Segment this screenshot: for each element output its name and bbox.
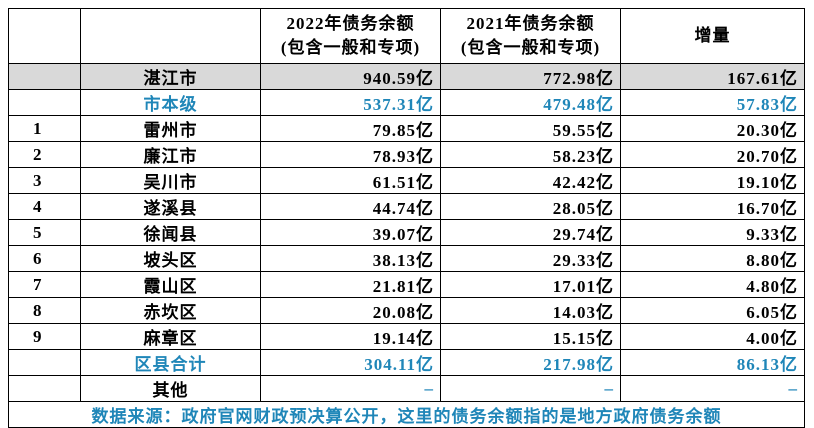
table-row: 8 赤坎区 20.08亿 14.03亿 6.05亿: [8, 297, 805, 324]
value-cell: 8.80亿: [620, 245, 805, 272]
value-cell: 20.70亿: [620, 141, 805, 168]
value-cell: 29.33亿: [440, 245, 621, 272]
header-cell: 2022年债务余额 (包含一般和专项): [260, 8, 441, 64]
row-index: [8, 349, 81, 376]
header-empty: [80, 8, 261, 64]
value-cell: 940.59亿: [260, 63, 441, 90]
value-cell: 61.51亿: [260, 167, 441, 194]
row-index: 2: [8, 141, 81, 168]
row-name: 坡头区: [80, 245, 261, 272]
table-body: 湛江市 940.59亿 772.98亿 167.61亿 市本级 537.31亿 479.48…: [8, 63, 805, 428]
row-name: 霞山区: [80, 271, 261, 298]
row-name: 廉江市: [80, 141, 261, 168]
header-line: (包含一般和专项): [280, 38, 421, 57]
value-cell: 59.55亿: [440, 115, 621, 142]
table-row: 市本级 537.31亿 479.48亿 57.83亿: [8, 89, 805, 116]
value-cell: 29.74亿: [440, 219, 621, 246]
row-index: 3: [8, 167, 81, 194]
value-cell: 14.03亿: [440, 297, 621, 324]
table-row: 3 吴川市 61.51亿 42.42亿 19.10亿: [8, 167, 805, 194]
table-row: 6 坡头区 38.13亿 29.33亿 8.80亿: [8, 245, 805, 272]
value-cell: 167.61亿: [620, 63, 805, 90]
value-cell: 42.42亿: [440, 167, 621, 194]
value-cell: 4.00亿: [620, 323, 805, 350]
value-cell: 78.93亿: [260, 141, 441, 168]
row-name: 其他: [80, 375, 261, 402]
row-name: 遂溪县: [80, 193, 261, 220]
value-cell: 772.98亿: [440, 63, 621, 90]
row-index: 4: [8, 193, 81, 220]
debt-table: 2022年债务余额 (包含一般和专项) 2021年债务余额 (包含一般和专项) 增量 湛…: [8, 8, 805, 428]
row-name: 吴川市: [80, 167, 261, 194]
value-cell: 4.80亿: [620, 271, 805, 298]
value-cell: 39.07亿: [260, 219, 441, 246]
value-cell: 16.70亿: [620, 193, 805, 220]
value-cell: 537.31亿: [260, 89, 441, 116]
header-empty: [8, 8, 81, 64]
table-row: 湛江市 940.59亿 772.98亿 167.61亿: [8, 63, 805, 90]
value-cell: 20.30亿: [620, 115, 805, 142]
row-index: 1: [8, 115, 81, 142]
row-name: 市本级: [80, 89, 261, 116]
table-wrap: 2022年债务余额 (包含一般和专项) 2021年债务余额 (包含一般和专项) 增量 湛…: [8, 8, 805, 428]
table-row: 区县合计 304.11亿 217.98亿 86.13亿: [8, 349, 805, 376]
value-cell: 9.33亿: [620, 219, 805, 246]
header-line: 增量: [694, 26, 731, 45]
header-cell: 2021年债务余额 (包含一般和专项): [440, 8, 621, 64]
row-name: 赤坎区: [80, 297, 261, 324]
value-cell: 20.08亿: [260, 297, 441, 324]
row-index: 8: [8, 297, 81, 324]
value-cell: 15.15亿: [440, 323, 621, 350]
source-note: 数据来源：政府官网财政预决算公开，这里的债务余额指的是地方政府债务余额: [8, 401, 805, 428]
row-index: [8, 63, 81, 90]
value-cell: 217.98亿: [440, 349, 621, 376]
row-name: 麻章区: [80, 323, 261, 350]
row-name: 湛江市: [80, 63, 261, 90]
value-cell: 6.05亿: [620, 297, 805, 324]
row-index: [8, 375, 81, 402]
table-row: 其他 – – –: [8, 375, 805, 402]
table-row: 1 雷州市 79.85亿 59.55亿 20.30亿: [8, 115, 805, 142]
table-row: 9 麻章区 19.14亿 15.15亿 4.00亿: [8, 323, 805, 350]
source-row: 数据来源：政府官网财政预决算公开，这里的债务余额指的是地方政府债务余额: [8, 401, 805, 428]
value-cell: 86.13亿: [620, 349, 805, 376]
value-cell: 57.83亿: [620, 89, 805, 116]
value-cell: –: [620, 375, 805, 402]
value-cell: 21.81亿: [260, 271, 441, 298]
value-cell: 479.48亿: [440, 89, 621, 116]
row-name: 区县合计: [80, 349, 261, 376]
table-row: 5 徐闻县 39.07亿 29.74亿 9.33亿: [8, 219, 805, 246]
value-cell: 17.01亿: [440, 271, 621, 298]
value-cell: –: [440, 375, 621, 402]
value-cell: 58.23亿: [440, 141, 621, 168]
header-line: 2022年债务余额: [286, 14, 415, 33]
table-row: 2 廉江市 78.93亿 58.23亿 20.70亿: [8, 141, 805, 168]
value-cell: 19.14亿: [260, 323, 441, 350]
value-cell: 38.13亿: [260, 245, 441, 272]
row-name: 雷州市: [80, 115, 261, 142]
value-cell: 19.10亿: [620, 167, 805, 194]
value-cell: 28.05亿: [440, 193, 621, 220]
row-index: [8, 89, 81, 116]
header-line: 2021年债务余额: [466, 14, 595, 33]
row-name: 徐闻县: [80, 219, 261, 246]
value-cell: 79.85亿: [260, 115, 441, 142]
row-index: 6: [8, 245, 81, 272]
row-index: 5: [8, 219, 81, 246]
header-line: (包含一般和专项): [460, 38, 601, 57]
value-cell: 304.11亿: [260, 349, 441, 376]
header-cell: 增量: [620, 8, 805, 64]
header-row: 2022年债务余额 (包含一般和专项) 2021年债务余额 (包含一般和专项) 增量: [8, 8, 805, 64]
value-cell: –: [260, 375, 441, 402]
row-index: 7: [8, 271, 81, 298]
table-row: 7 霞山区 21.81亿 17.01亿 4.80亿: [8, 271, 805, 298]
row-index: 9: [8, 323, 81, 350]
value-cell: 44.74亿: [260, 193, 441, 220]
table-row: 4 遂溪县 44.74亿 28.05亿 16.70亿: [8, 193, 805, 220]
